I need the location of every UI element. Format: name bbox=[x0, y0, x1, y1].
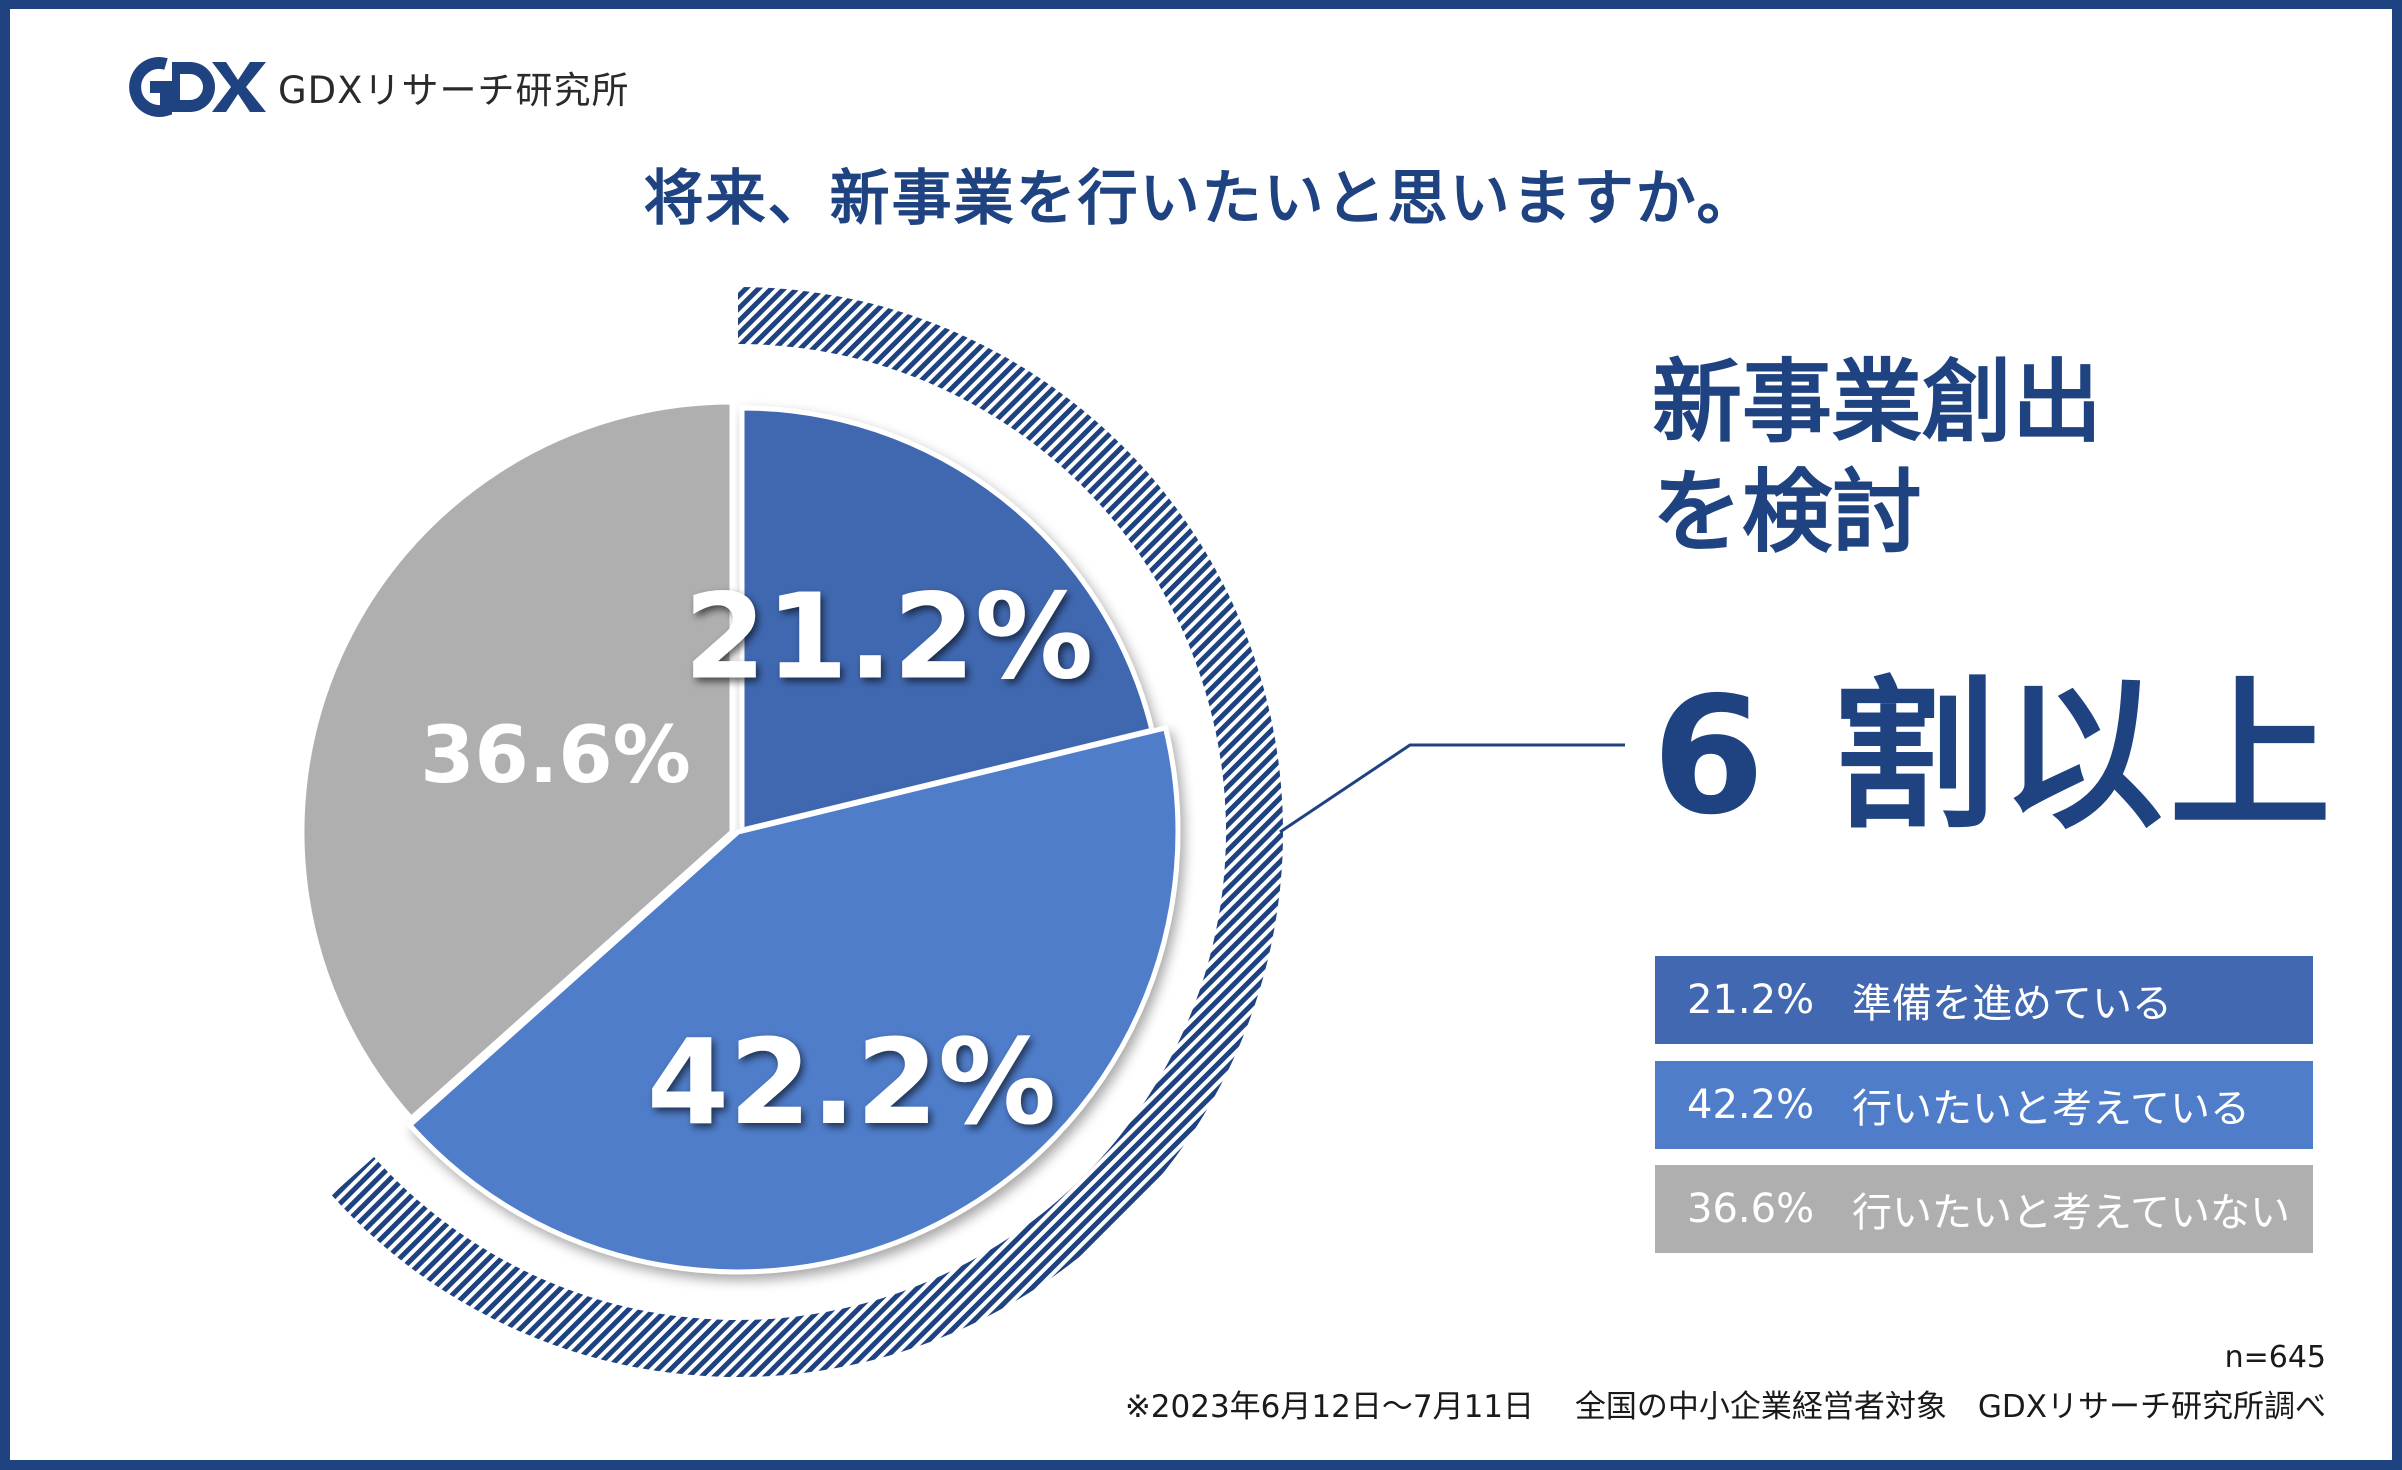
legend-item-label: 準備を進めている bbox=[1852, 981, 2172, 1027]
sample-size-note: n=645 bbox=[2224, 1340, 2326, 1375]
legend-item-percent: 36.6% bbox=[1687, 1186, 1815, 1232]
headline-line1: 新事業創出 bbox=[1652, 350, 2102, 455]
survey-question-title: 将来、新事業を行いたいと思いますか。 bbox=[643, 164, 1759, 234]
slice-label-1: 21.2% bbox=[684, 568, 1093, 706]
source-note: ※2023年6月12日～7月11日 全国の中小企業経営者対象 GDXリサーチ研究… bbox=[1124, 1389, 2326, 1425]
headline-line2: を検討 bbox=[1652, 460, 1922, 565]
headline: 新事業創出 を検討 bbox=[1652, 348, 2102, 568]
gdx-logo-icon bbox=[129, 57, 266, 117]
headline-big-figure: 6 割以上 bbox=[1652, 663, 2338, 851]
highlight-hatch-ring bbox=[331, 287, 1284, 1377]
pie-slice-3 bbox=[299, 399, 735, 1122]
callout-line bbox=[1279, 743, 1625, 834]
legend-item: 42.2% 行いたいと考えている bbox=[1655, 1061, 2313, 1149]
legend-item-label: 行いたいと考えている bbox=[1852, 1086, 2250, 1132]
brand-name: GDXリサーチ研究所 bbox=[278, 69, 630, 112]
legend-item-percent: 42.2% bbox=[1687, 1082, 1815, 1128]
pie-slice-2 bbox=[406, 724, 1181, 1275]
legend-item: 36.6% 行いたいと考えていない bbox=[1655, 1165, 2313, 1253]
legend-item: 21.2% 準備を進めている bbox=[1655, 956, 2313, 1044]
slice-label-2: 42.2% bbox=[647, 1013, 1056, 1151]
legend-item-label: 行いたいと考えていない bbox=[1852, 1190, 2290, 1236]
brand-logo: GDXリサーチ研究所 bbox=[120, 52, 630, 122]
slice-label-3: 36.6% bbox=[420, 711, 691, 801]
legend-item-percent: 21.2% bbox=[1687, 977, 1815, 1023]
pie-slice-1 bbox=[739, 405, 1156, 834]
